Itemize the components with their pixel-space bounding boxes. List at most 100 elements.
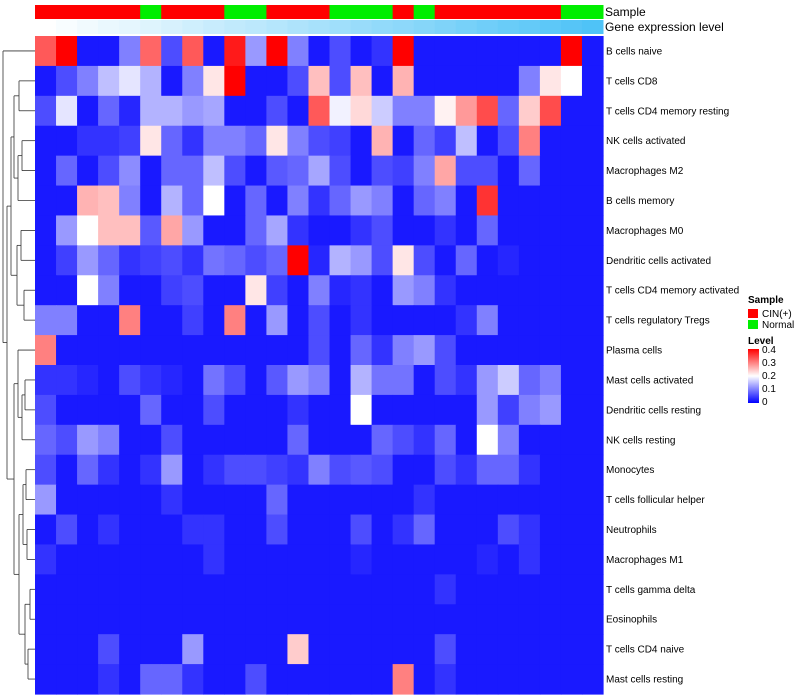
heatmap-cell	[203, 484, 225, 516]
heatmap-cell	[182, 604, 204, 635]
heatmap-cell	[224, 245, 246, 276]
heatmap-cell	[182, 634, 204, 665]
heatmap-cell	[329, 484, 352, 516]
heatmap-cell	[518, 634, 541, 665]
legend-level-title: Level	[748, 336, 774, 347]
heatmap-cell	[182, 424, 204, 456]
heatmap-cell	[329, 125, 352, 157]
heatmap-cell	[518, 95, 541, 127]
heatmap-cell	[518, 394, 541, 426]
heatmap-cell	[371, 275, 394, 306]
sample-annotation-cell	[476, 5, 499, 19]
heatmap-cell	[371, 185, 394, 217]
heatmap-cell	[413, 574, 436, 605]
heatmap-cell	[581, 95, 604, 127]
heatmap-cell	[140, 125, 162, 157]
heatmap-cell	[455, 394, 478, 426]
heatmap-cell	[182, 185, 204, 217]
heatmap-cell	[119, 634, 141, 665]
heatmap-cell	[581, 574, 604, 605]
heatmap-cell	[77, 95, 99, 127]
heatmap-cell	[140, 335, 162, 366]
heatmap-cell	[455, 604, 478, 635]
heatmap-cell	[560, 95, 583, 127]
heatmap-cell	[56, 604, 78, 635]
heatmap-cell	[266, 125, 289, 157]
heatmap-cell	[203, 394, 225, 426]
heatmap-cell	[224, 185, 246, 217]
heatmap-cell	[245, 394, 268, 426]
heatmap-cell	[497, 424, 520, 456]
heatmap-cell	[35, 664, 57, 695]
heatmap-cell	[77, 65, 99, 97]
heatmap-cell	[497, 365, 520, 396]
heatmap-cell	[203, 185, 225, 217]
heatmap-cell	[434, 454, 457, 486]
heatmap-cell	[518, 664, 541, 695]
heatmap-cell	[308, 394, 331, 426]
heatmap-cell	[329, 335, 352, 366]
heatmap-cell	[455, 574, 478, 605]
heatmap-cell	[77, 514, 99, 546]
sample-annotation-cell	[98, 5, 120, 19]
heatmap-cell	[539, 125, 562, 157]
heatmap-cell	[371, 155, 394, 187]
heatmap-cell	[539, 514, 562, 546]
heatmap-cell	[56, 185, 78, 217]
heatmap-cell	[329, 215, 352, 246]
heatmap-cell	[371, 394, 394, 426]
heatmap-cell	[119, 365, 141, 396]
heatmap-cell	[434, 95, 457, 127]
heatmap-cell	[77, 125, 99, 157]
heatmap-cell	[77, 574, 99, 605]
heatmap-cell	[497, 155, 520, 187]
sample-annotation-cell	[161, 5, 183, 19]
heatmap-cell	[329, 514, 352, 546]
heatmap-cell	[35, 514, 57, 546]
heatmap-cell	[287, 424, 310, 456]
heatmap-cell	[203, 424, 225, 456]
legend-sample-title: Sample	[748, 295, 784, 306]
heatmap-cell	[140, 484, 162, 516]
heatmap-cell	[224, 125, 246, 157]
row-label: T cells CD8	[606, 76, 658, 87]
heatmap-cell	[350, 95, 373, 127]
heatmap-cell	[392, 185, 415, 217]
heatmap-cell	[140, 305, 162, 336]
heatmap-cell	[161, 664, 183, 695]
heatmap-cell	[581, 544, 604, 575]
heatmap-cell	[560, 215, 583, 246]
heatmap-cell	[413, 394, 436, 426]
heatmap-cell	[203, 604, 225, 635]
heatmap-cell	[413, 544, 436, 575]
heatmap-cell	[161, 484, 183, 516]
heatmap-cell	[161, 125, 183, 157]
heatmap-cell	[98, 454, 120, 486]
sample-annotation-cell	[35, 5, 57, 19]
heatmap-cell	[350, 394, 373, 426]
heatmap-cell	[518, 514, 541, 546]
heatmap-cell	[35, 424, 57, 456]
heatmap-cell	[119, 185, 141, 217]
heatmap-cell	[434, 604, 457, 635]
heatmap-cell	[413, 215, 436, 246]
heatmap-cell	[434, 394, 457, 426]
heatmap-cell	[140, 394, 162, 426]
heatmap-cell	[35, 484, 57, 516]
sample-annotation-cell	[308, 5, 331, 19]
heatmap-cell	[308, 424, 331, 456]
heatmap-cell	[476, 185, 499, 217]
heatmap-cell	[245, 514, 268, 546]
heatmap-cell	[539, 664, 562, 695]
row-labels: B cells naive T cells CD8 T cells CD4 memo…	[606, 46, 739, 685]
heatmap-cell	[581, 454, 604, 486]
heatmap-cell	[245, 95, 268, 127]
heatmap-cell	[35, 95, 57, 127]
heatmap-cell	[182, 215, 204, 246]
heatmap-cell	[161, 454, 183, 486]
heatmap-cell	[518, 604, 541, 635]
legend-swatch-cin	[748, 309, 758, 318]
heatmap-cell	[98, 335, 120, 366]
heatmap-cell	[350, 544, 373, 575]
heatmap-cell	[287, 125, 310, 157]
